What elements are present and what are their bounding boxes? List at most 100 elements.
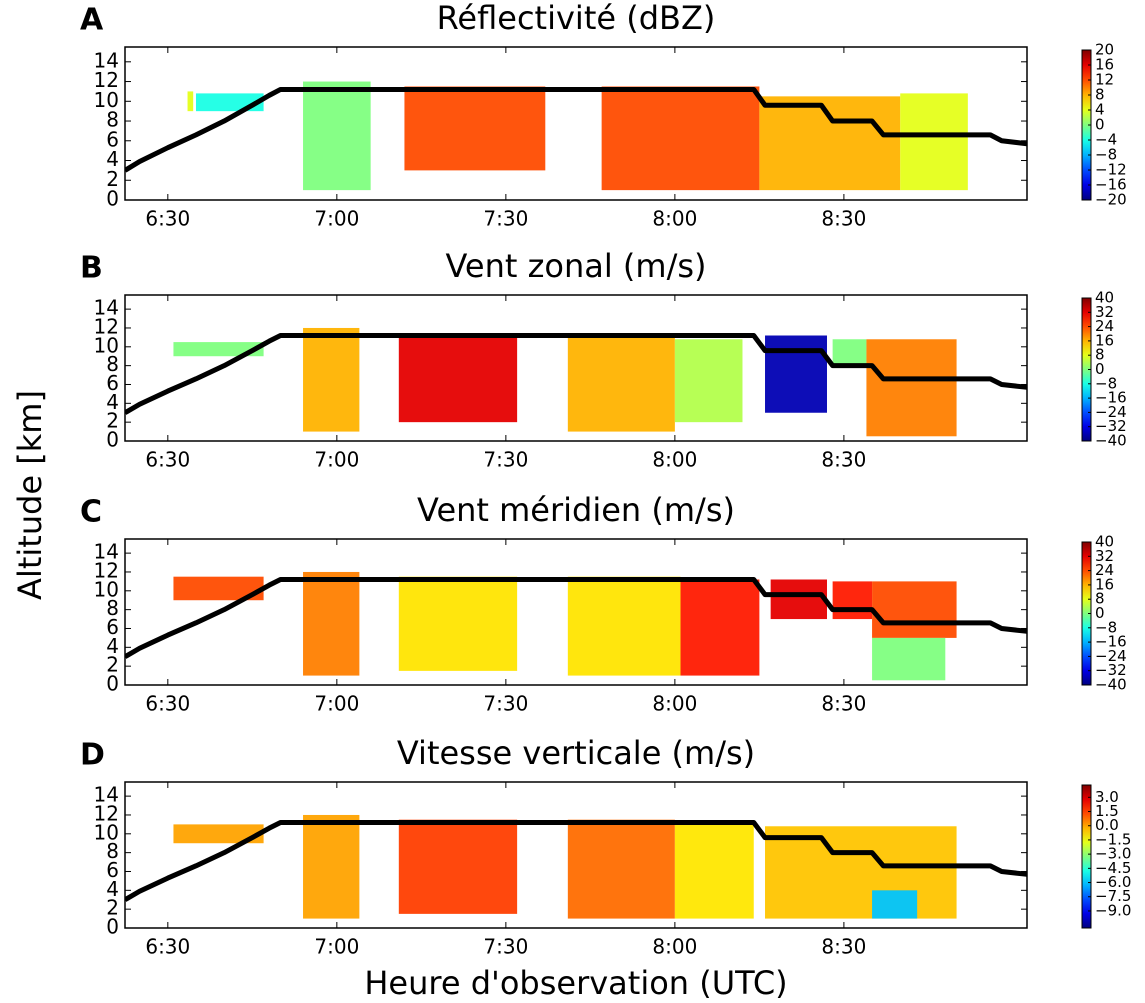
colorbar-tick-label: −12 <box>1095 161 1127 179</box>
field-block <box>567 576 681 676</box>
axes-frame <box>124 538 1028 686</box>
colorbar-tick-label: 12 <box>1095 71 1114 89</box>
colorbar-tick-label: 0 <box>1095 360 1105 378</box>
axes-frame <box>124 781 1028 929</box>
panel-title: Vitesse verticale (m/s) <box>397 734 755 772</box>
colorbar <box>1081 784 1092 929</box>
panel-label: D <box>80 738 105 773</box>
colorbar-tick-label: −16 <box>1095 389 1127 407</box>
y-tick-label: 2 <box>106 653 119 677</box>
field-block <box>872 637 946 681</box>
plot-area <box>125 571 1027 681</box>
y-tick-label: 10 <box>94 820 119 844</box>
plot-area <box>125 327 1027 437</box>
y-axis-label: Altitude [km] <box>11 390 49 600</box>
colorbar-tick-label: −1.5 <box>1095 830 1131 848</box>
colorbar-tick-label: −24 <box>1095 647 1127 665</box>
colorbar-tick-label: 8 <box>1095 590 1105 608</box>
y-tick-label: 6 <box>106 615 119 639</box>
field-block <box>187 91 194 112</box>
colorbar-tick-label: 3.0 <box>1095 788 1119 806</box>
y-tick-label: 2 <box>106 409 119 433</box>
colorbar-tick-label: −16 <box>1095 633 1127 651</box>
y-tick-label: 12 <box>94 558 119 582</box>
colorbar-tick-label: 20 <box>1095 41 1114 59</box>
field-block <box>601 86 760 191</box>
colorbar-tick-label: 0.0 <box>1095 816 1119 834</box>
colorbar-tick-label: −3.0 <box>1095 845 1131 863</box>
plot-area <box>125 81 1027 191</box>
flight-track <box>125 333 1027 415</box>
colorbar-tick-label: −8 <box>1095 374 1117 392</box>
field-block <box>832 581 873 620</box>
colorbar-tick-label: 24 <box>1095 317 1114 335</box>
field-block <box>303 81 371 191</box>
y-tick-label: 10 <box>94 88 119 112</box>
y-tick-label: 12 <box>94 801 119 825</box>
field-block <box>567 335 675 432</box>
x-tick-label: 6:30 <box>145 692 190 716</box>
x-tick-label: 7:00 <box>314 692 359 716</box>
colorbar-tick-label: −32 <box>1095 417 1127 435</box>
field-block <box>303 814 360 919</box>
y-tick-label: 14 <box>94 296 119 320</box>
x-tick-label: 6:30 <box>145 935 190 959</box>
y-tick-label: 14 <box>94 540 119 564</box>
flight-track <box>125 820 1027 902</box>
field-block <box>770 579 827 620</box>
colorbar-tick-label: −8 <box>1095 618 1117 636</box>
x-tick-label: 7:30 <box>483 448 528 472</box>
x-tick-label: 7:00 <box>314 935 359 959</box>
field-block <box>765 826 957 919</box>
x-tick-label: 7:00 <box>314 207 359 231</box>
colorbar-tick-label: −4 <box>1095 131 1117 149</box>
colorbar-tick-label: 40 <box>1095 533 1114 551</box>
colorbar-tick-label: −16 <box>1095 176 1127 194</box>
y-tick-label: 6 <box>106 371 119 395</box>
colorbar-tick-label: 16 <box>1095 56 1114 74</box>
panel-label: C <box>80 495 102 530</box>
y-tick-label: 6 <box>106 858 119 882</box>
colorbar-tick-label: 24 <box>1095 561 1114 579</box>
colorbar-tick-label: −40 <box>1095 676 1127 694</box>
field-block <box>674 339 743 423</box>
colorbar-tick-label: 8 <box>1095 346 1105 364</box>
panel-label: B <box>80 251 103 286</box>
y-tick-label: 0 <box>106 915 119 939</box>
field-block <box>173 824 264 844</box>
y-tick-label: 10 <box>94 333 119 357</box>
colorbar-tick-label: −6.0 <box>1095 873 1131 891</box>
field-block <box>173 342 264 357</box>
flight-track <box>125 577 1027 659</box>
y-tick-label: 8 <box>106 352 119 376</box>
x-tick-label: 8:00 <box>652 692 697 716</box>
colorbar-tick-label: 0 <box>1095 116 1105 134</box>
y-tick-label: 8 <box>106 596 119 620</box>
field-block <box>900 93 968 191</box>
colorbar-tick-label: −7.5 <box>1095 887 1131 905</box>
field-block <box>398 335 518 423</box>
colorbar-tick-label: −4.5 <box>1095 859 1131 877</box>
y-tick-label: 4 <box>106 147 119 171</box>
panel-title: Vent zonal (m/s) <box>445 247 706 285</box>
panel-label: A <box>80 3 104 38</box>
x-tick-label: 7:30 <box>483 207 528 231</box>
x-tick-label: 8:00 <box>652 207 697 231</box>
colorbar-tick-label: 1.5 <box>1095 802 1119 820</box>
field-block <box>759 96 901 191</box>
colorbar-tick-label: 8 <box>1095 86 1105 104</box>
axes-frame <box>124 46 1028 201</box>
colorbar-tick-label: 4 <box>1095 101 1105 119</box>
plot-area <box>125 814 1027 919</box>
field-block <box>567 819 675 919</box>
y-tick-label: 4 <box>106 877 119 901</box>
y-tick-label: 4 <box>106 390 119 414</box>
field-block <box>303 327 360 432</box>
x-tick-label: 7:30 <box>483 692 528 716</box>
y-tick-label: 2 <box>106 167 119 191</box>
x-tick-label: 8:30 <box>821 935 866 959</box>
x-tick-label: 8:30 <box>821 207 866 231</box>
panel-title: Réflectivité (dBZ) <box>437 0 716 37</box>
colorbar-tick-label: 16 <box>1095 331 1114 349</box>
